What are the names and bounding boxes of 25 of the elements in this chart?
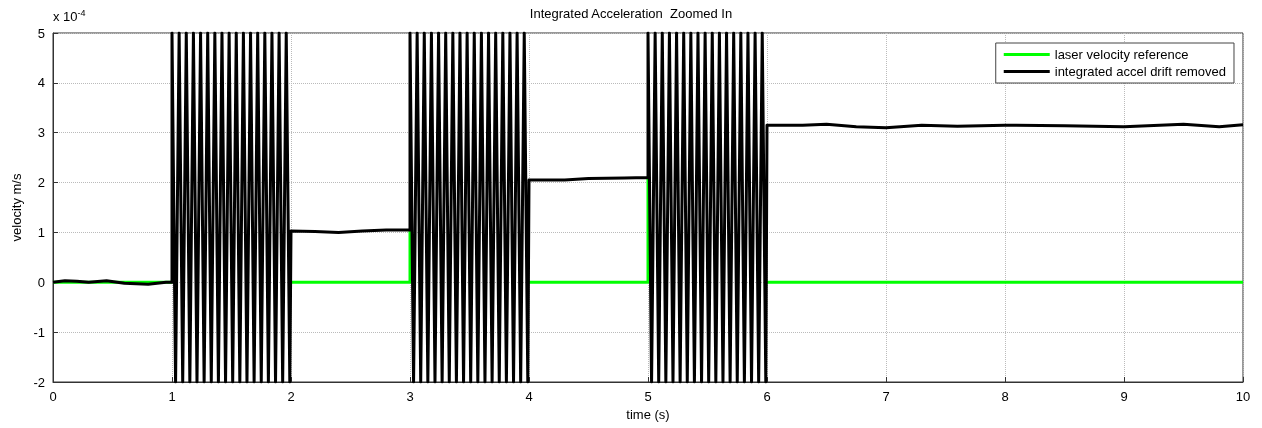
x-tick-label: 5 (644, 389, 652, 404)
y-tick-label: 2 (37, 175, 45, 191)
x-tick-label: 4 (525, 389, 533, 404)
x-tick-label: 1 (168, 389, 176, 404)
x-tick-label: 7 (882, 389, 890, 404)
chart-title: Integrated Acceleration Zoomed In (529, 6, 733, 21)
y-tick-label: -2 (33, 374, 45, 390)
y-tick-label: 4 (37, 75, 45, 91)
x-tick-label: 2 (287, 389, 295, 404)
y-tick-label: 3 (37, 125, 45, 141)
y-tick-label: 1 (37, 224, 45, 240)
y-axis-title: velocity m/s (8, 173, 24, 242)
line-series (51, 31, 1245, 384)
legend-label: integrated accel drift removed (1054, 64, 1227, 79)
legend-label: laser velocity reference (1054, 47, 1189, 62)
x-tick-label: 8 (1001, 389, 1009, 404)
y-tick-label: -1 (33, 324, 45, 340)
y-tick-label: 5 (37, 25, 45, 41)
x-tick-label: 9 (1120, 389, 1128, 404)
x-tick-label: 3 (406, 389, 414, 404)
x-axis-title: time (s) (626, 406, 670, 422)
x-tick-label: 10 (1235, 389, 1251, 404)
x-tick-label: 6 (763, 389, 771, 404)
y-tick-label: 0 (37, 274, 45, 290)
x-tick-label: 0 (49, 389, 57, 404)
